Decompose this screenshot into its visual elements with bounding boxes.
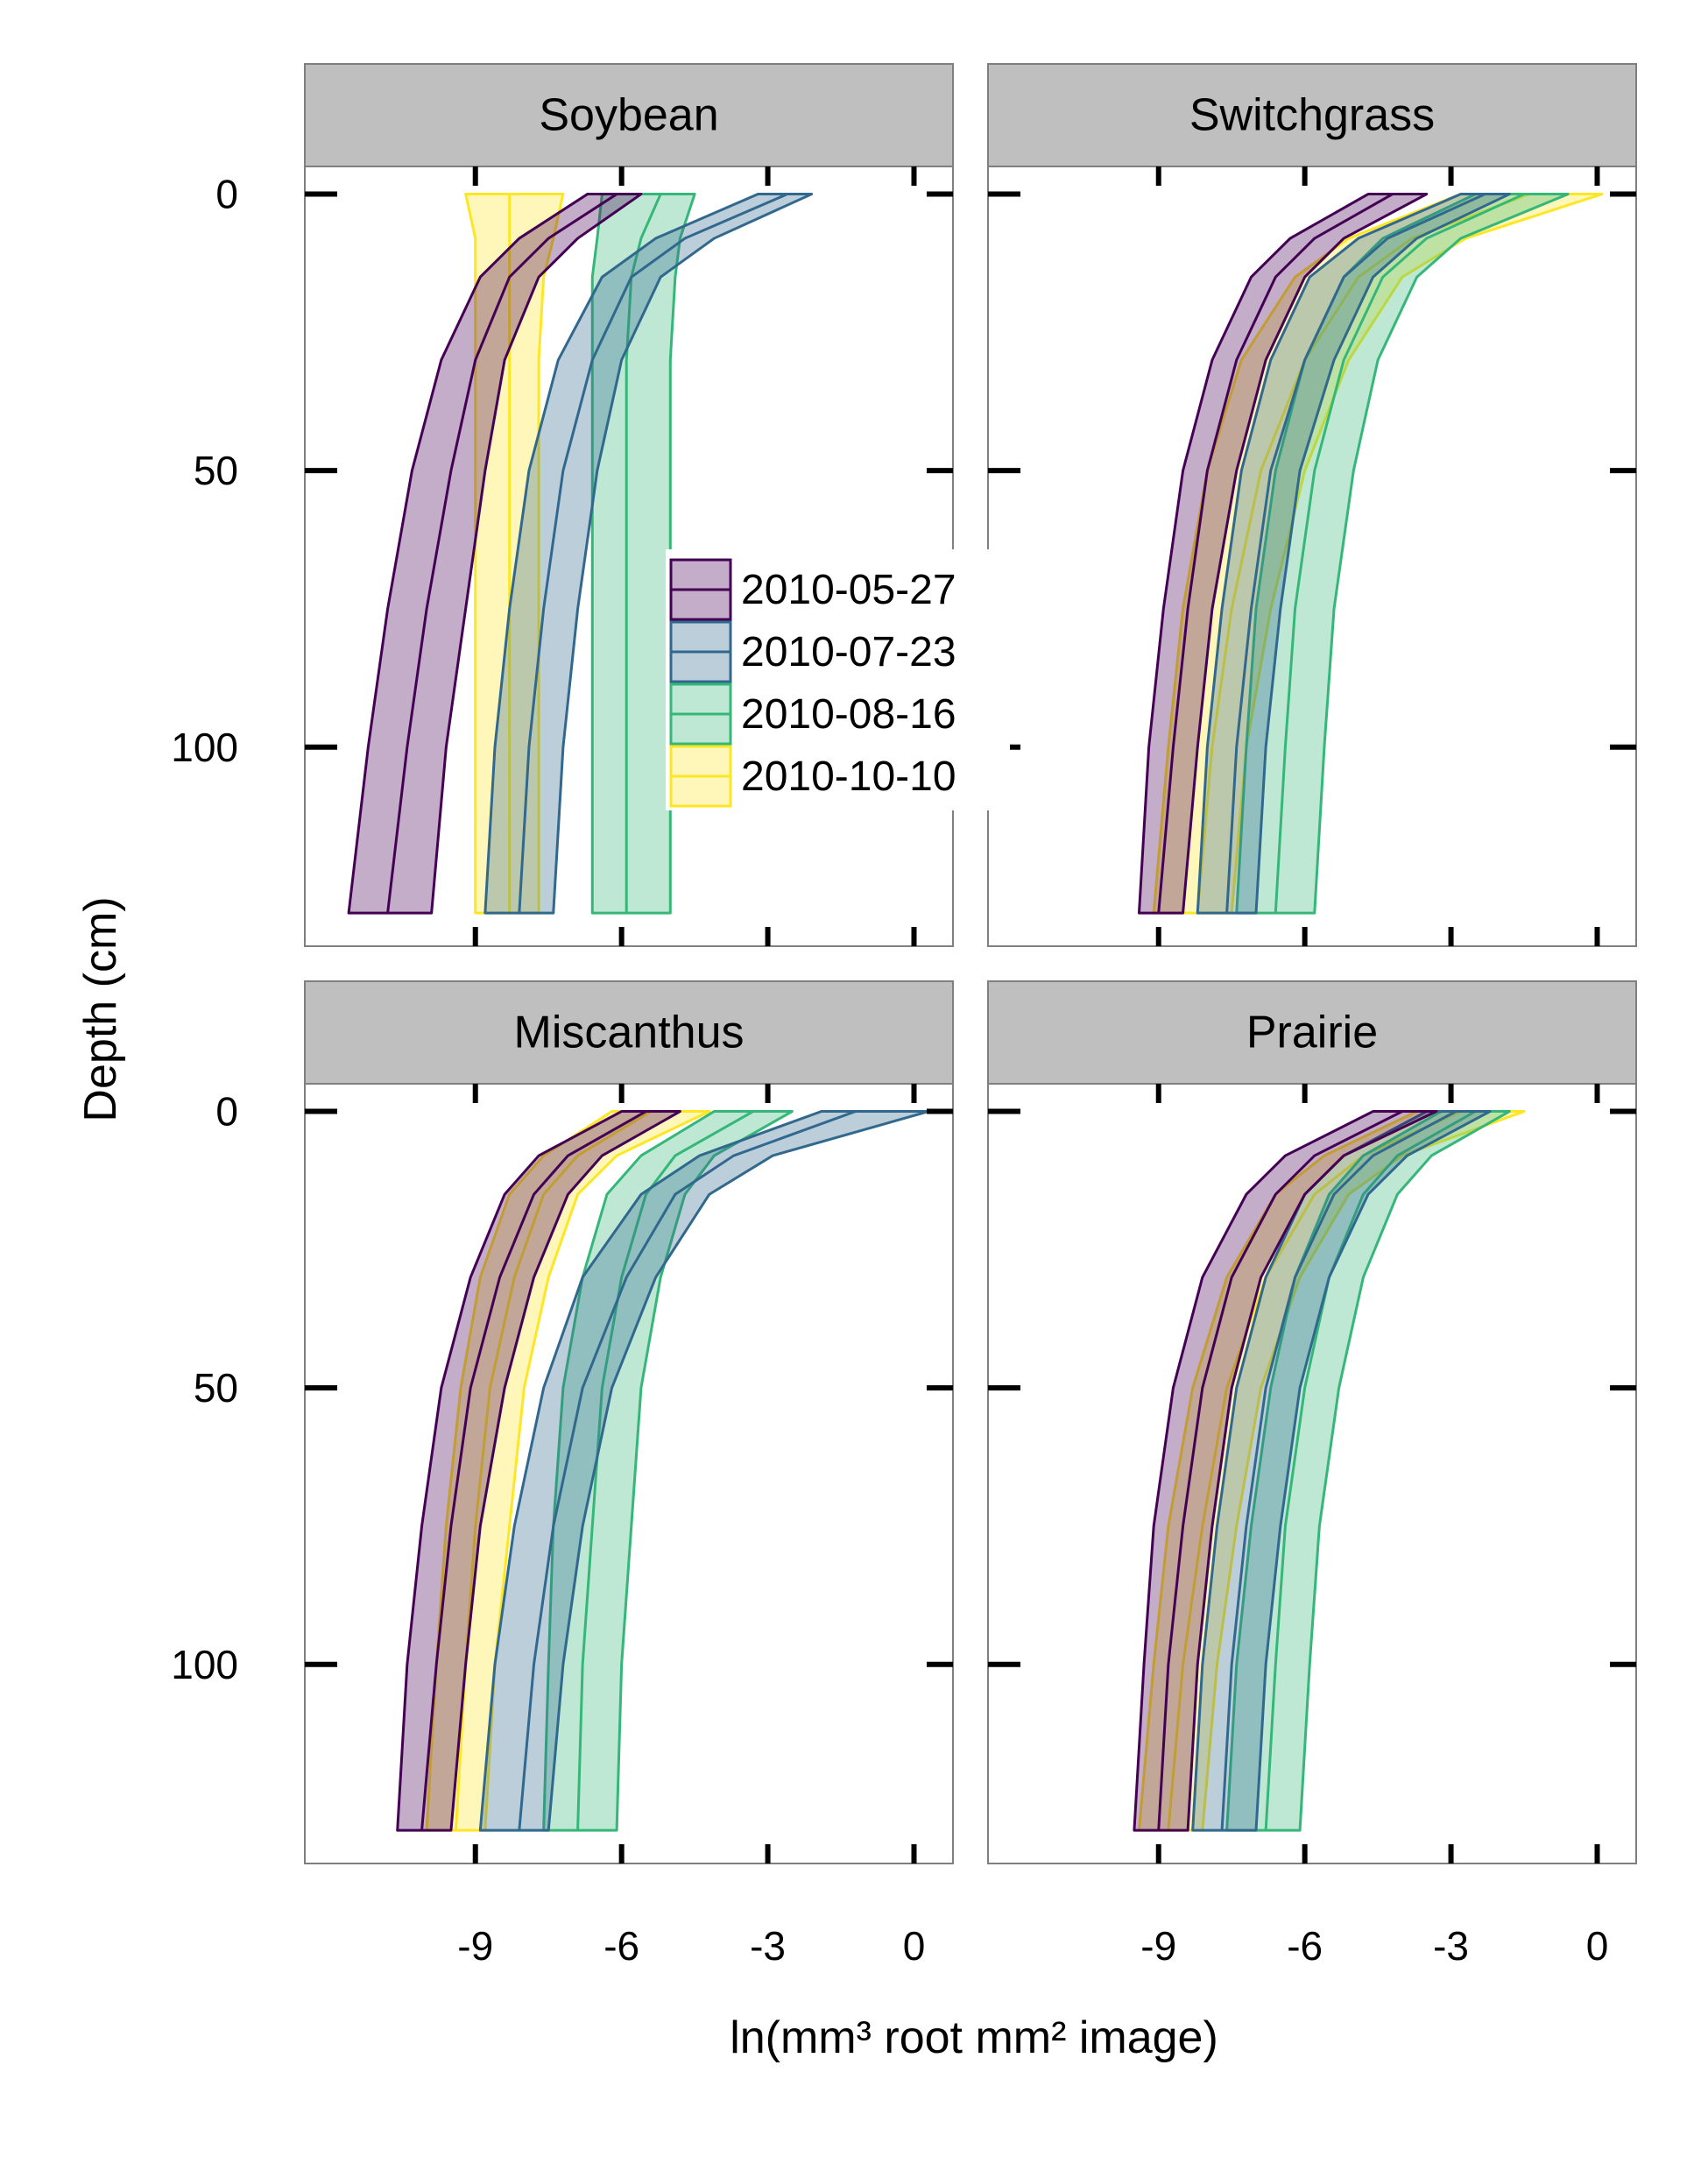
facet-strip [304,980,954,1085]
legend: 2010-05-27 2010-07-23 2010-08-16 2010-10-10 [666,549,1010,810]
confidence-band [396,1110,681,1832]
confidence-band [1196,193,1511,915]
mean-line [1220,1110,1457,1831]
series-2010-10-10 [464,193,565,915]
mean-line [1196,193,1530,914]
axes-layer: 0 50 100 0 50 100 -9 -6 -3 0 -9 -6 -3 0 [171,166,1636,1969]
x-axis-title: ln(mm³ root mm² image) [730,2012,1218,2063]
mean-line [518,1110,857,1831]
legend-item-2010-07-23: 2010-07-23 [669,620,956,683]
x-tick-label: 0 [903,1923,926,1969]
y-tick-label: 50 [194,448,238,493]
series-2010-07-23 [1196,193,1511,915]
x-tick-label: -6 [1287,1923,1323,1969]
facet-strip [304,63,954,167]
legend-background [666,549,1010,810]
legend-item-2010-10-10: 2010-10-10 [669,745,956,808]
mean-line [1157,193,1394,914]
y-tick-label: 100 [171,1642,238,1687]
plot-area [1133,1110,1526,1832]
series-2010-07-23 [478,1110,930,1832]
panel-soybean: Soybean [304,63,954,947]
y-tick-label: 50 [194,1365,238,1411]
mean-line [1264,1110,1477,1831]
panel-switchgrass: Switchgrass [987,63,1637,947]
panels-layer: Soybean Switchgrass Miscanthus Prairie [304,63,1637,1864]
facet-title: Miscanthus [514,1008,745,1058]
panel-prairie: Prairie [987,980,1637,1864]
y-tick-label: 0 [215,172,238,217]
confidence-band [1133,1110,1438,1832]
y-tick-label: 0 [215,1089,238,1135]
series-2010-05-27 [396,1110,681,1832]
legend-item-2010-08-16: 2010-08-16 [669,682,956,746]
mean-line [625,193,662,914]
confidence-band [1137,193,1429,915]
x-tick-label: -9 [1140,1923,1176,1969]
legend-label: 2010-10-10 [741,753,956,800]
legend-item-2010-05-27: 2010-05-27 [669,558,956,621]
series-2010-05-27 [1137,193,1429,915]
x-tick-label: -3 [1433,1923,1469,1969]
x-tick-label: -6 [603,1923,639,1969]
y-axis-title: Depth (cm) [75,896,126,1121]
mean-line [576,1110,754,1831]
series-2010-05-27 [347,193,643,915]
y-tick-label: 100 [171,725,238,770]
facet-title: Soybean [539,90,718,141]
mean-line [1225,193,1486,914]
panel-frame [987,1083,1637,1864]
facet-strip [987,63,1637,167]
mean-line [1157,1110,1403,1831]
mean-line [1274,193,1525,914]
mean-line [386,193,618,914]
confidence-band [347,193,643,915]
x-tick-label: -3 [750,1923,786,1969]
legend-label: 2010-05-27 [741,567,956,613]
mean-line [518,193,788,914]
confidence-band [478,1110,930,1832]
facet-strip [987,980,1637,1085]
legend-label: 2010-07-23 [741,629,956,675]
x-tick-label: -9 [457,1923,493,1969]
panel-miscanthus: Miscanthus [304,980,954,1864]
facet-title: Switchgrass [1189,90,1435,141]
confidence-band [464,193,565,915]
facet-title: Prairie [1246,1008,1378,1058]
mean-line [420,1110,647,1831]
plot-area [1137,193,1604,915]
x-tick-label: 0 [1586,1923,1609,1969]
series-2010-07-23 [483,193,814,915]
legend-label: 2010-08-16 [741,691,956,738]
series-2010-05-27 [1133,1110,1438,1832]
plot-area [396,1110,930,1832]
confidence-band [483,193,814,915]
